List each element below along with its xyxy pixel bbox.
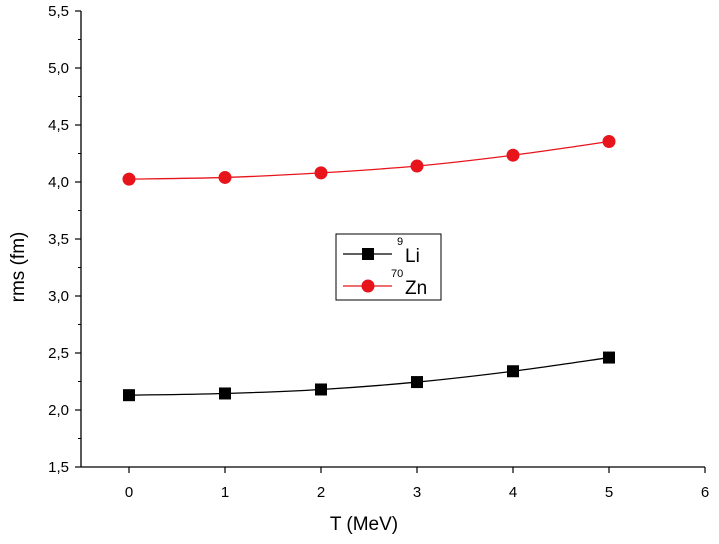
tick-marks bbox=[75, 10, 706, 473]
legend-label-9li: Li bbox=[405, 246, 420, 267]
data-point-70zn bbox=[410, 159, 424, 173]
y-tick-label: 2,0 bbox=[48, 402, 69, 419]
y-tick-label: 2,5 bbox=[48, 345, 69, 362]
y-tick-label: 5,0 bbox=[48, 60, 69, 77]
legend: 9 Li 70 Zn bbox=[335, 233, 442, 301]
y-axis-title: rms (fm) bbox=[8, 232, 29, 303]
x-tick-label: 4 bbox=[509, 484, 517, 501]
data-point-70zn bbox=[602, 135, 616, 149]
y-tick-label: 4,5 bbox=[48, 117, 69, 134]
data-point-9li bbox=[315, 383, 327, 396]
y-tick-label: 3,5 bbox=[48, 231, 69, 248]
y-tick-label: 5,5 bbox=[48, 3, 69, 20]
x-tick-label: 5 bbox=[605, 484, 613, 501]
series-line-9li bbox=[128, 356, 610, 396]
y-tick-label: 3,0 bbox=[48, 288, 69, 305]
data-point-9li bbox=[219, 387, 231, 400]
tick-labels: 0 1 2 3 4 5 6 1,5 2,0 2,5 3,0 3,5 4,0 4,5 5,0 5,5 bbox=[48, 3, 709, 501]
series-lines bbox=[128, 140, 610, 396]
data-point-70zn bbox=[122, 172, 136, 186]
legend-box bbox=[335, 233, 442, 301]
y-tick-label: 1,5 bbox=[48, 459, 69, 476]
x-tick-label: 0 bbox=[125, 484, 133, 501]
legend-marker-9li bbox=[362, 248, 374, 260]
x-tick-label: 2 bbox=[317, 484, 325, 501]
series-line-70zn bbox=[128, 140, 610, 180]
data-point-70zn bbox=[218, 170, 232, 184]
x-axis-title: T (MeV) bbox=[330, 514, 398, 535]
x-tick-label: 1 bbox=[221, 484, 229, 501]
legend-entry-9li: 9 Li bbox=[343, 236, 420, 267]
legend-label-70zn: Zn bbox=[405, 278, 427, 299]
data-point-9li bbox=[507, 365, 519, 378]
legend-sup-70zn: 70 bbox=[391, 268, 403, 280]
legend-marker-70zn bbox=[361, 279, 375, 293]
x-tick-label: 3 bbox=[413, 484, 421, 501]
data-point-70zn bbox=[314, 166, 328, 180]
data-point-9li bbox=[123, 389, 135, 402]
data-point-70zn bbox=[506, 148, 520, 162]
legend-sup-9li: 9 bbox=[397, 236, 403, 248]
data-point-9li bbox=[411, 376, 423, 389]
legend-entry-70zn: 70 Zn bbox=[343, 268, 427, 299]
x-tick-label: 6 bbox=[701, 484, 709, 501]
data-point-9li bbox=[603, 351, 615, 364]
data-markers bbox=[122, 135, 616, 402]
y-tick-label: 4,0 bbox=[48, 174, 69, 191]
